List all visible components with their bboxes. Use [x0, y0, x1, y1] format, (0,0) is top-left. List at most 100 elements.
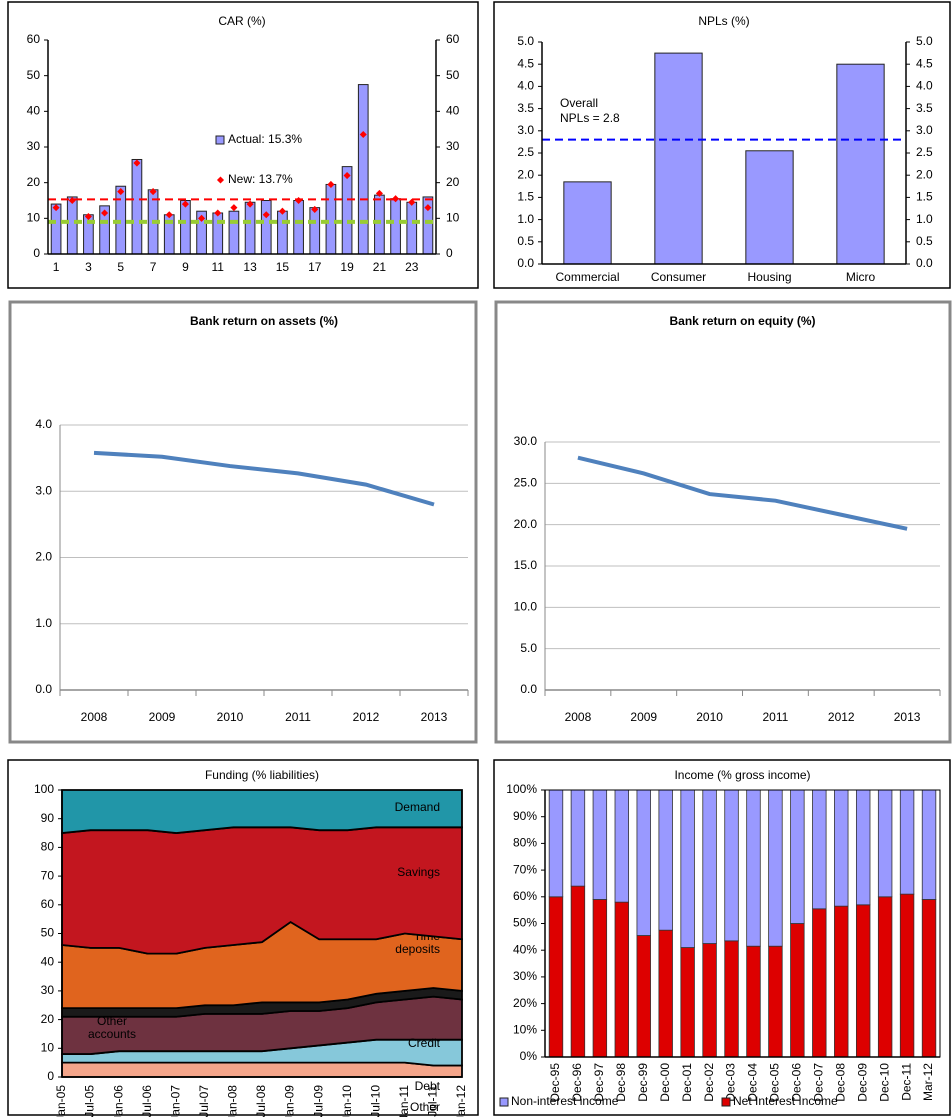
marker: [343, 171, 351, 180]
bar: [131, 158, 143, 255]
bar-segment: [614, 789, 630, 903]
x-tick-label: 1: [53, 260, 60, 274]
legend-swatch: [499, 1097, 509, 1107]
bar: [357, 84, 369, 255]
x-tick-label: Jul-09: [311, 1085, 325, 1117]
x-tick-label: Micro: [846, 270, 876, 284]
bar-segment: [592, 899, 608, 1058]
x-tick-label: Mar-12: [921, 1063, 935, 1101]
y-tick-label: 2.5: [517, 145, 534, 159]
bar-segment: [724, 789, 739, 942]
bar-segment: [899, 789, 915, 895]
x-tick-label: Commercial: [555, 270, 619, 284]
x-tick-label: 2008: [81, 710, 108, 724]
plot-border: [544, 789, 941, 1058]
area-label: Other accounts: [88, 1014, 136, 1041]
x-tick-label: 2013: [421, 710, 448, 724]
bar: [277, 210, 288, 255]
bar-segment: [921, 789, 937, 900]
chart-title: Income (% gross income): [674, 768, 810, 782]
marker: [133, 159, 141, 167]
y-tick-label: 0.0: [517, 256, 534, 270]
chart-title: Bank return on assets (%): [190, 314, 338, 328]
y-tick-label: 15.0: [514, 558, 538, 572]
marker: [117, 188, 125, 196]
bar-segment: [768, 789, 783, 947]
y-tick-label: 10%: [513, 1022, 537, 1036]
bar-segment: [877, 789, 893, 898]
bar-segment: [636, 935, 651, 1058]
y-tick-label: 60%: [513, 889, 537, 903]
marker: [230, 204, 238, 212]
x-tick-label: 9: [182, 260, 189, 274]
marker: [327, 180, 335, 188]
y-tick-label: 3.5: [517, 101, 534, 115]
x-tick-label: Jan-10: [340, 1085, 354, 1117]
bar-segment: [899, 893, 915, 1058]
y2-tick-label: 40: [446, 104, 460, 118]
y-tick-label: 2.0: [517, 167, 534, 181]
bar-segment: [658, 929, 673, 1058]
x-tick-label: Dec-08: [833, 1063, 847, 1102]
y-tick-label: 30%: [513, 969, 537, 983]
x-tick-label: Jan-09: [283, 1085, 297, 1117]
bar-segment: [834, 905, 849, 1058]
y2-tick-label: 1.5: [916, 190, 933, 204]
y2-tick-label: 2.5: [916, 145, 933, 159]
bar: [66, 196, 78, 255]
bar: [228, 210, 240, 255]
y-tick-label: 1.0: [517, 212, 534, 226]
marker: [101, 209, 109, 217]
x-tick-label: Jul-11: [426, 1085, 440, 1117]
x-tick-label: Jan-07: [168, 1085, 182, 1117]
y-tick-label: 4.0: [517, 79, 534, 93]
y-tick-label: 40: [27, 104, 41, 118]
bar: [374, 194, 385, 255]
bar: [180, 200, 191, 255]
plot-border: [61, 789, 463, 1078]
y-tick-label: 90: [41, 811, 55, 825]
bar-segment: [790, 789, 805, 924]
y-tick-label: 60: [41, 897, 55, 911]
x-tick-label: 21: [373, 260, 387, 274]
y-tick-label: 50: [27, 68, 41, 82]
y-tick-label: 60: [27, 32, 41, 46]
y-tick-label: 70%: [513, 862, 537, 876]
marker: [165, 211, 173, 219]
chart-title: Bank return on equity (%): [669, 314, 815, 328]
y-tick-label: 0%: [520, 1049, 538, 1063]
legend-swatch: [721, 1097, 731, 1107]
x-tick-label: Dec-95: [548, 1063, 562, 1102]
y2-tick-label: 20: [446, 175, 460, 189]
marker: [262, 211, 270, 219]
bar-segment: [855, 789, 871, 906]
x-tick-label: Dec-96: [570, 1063, 584, 1102]
marker: [424, 204, 432, 212]
y2-tick-label: 60: [446, 32, 460, 46]
x-tick-label: 2012: [828, 710, 855, 724]
y-tick-label: 40%: [513, 942, 537, 956]
x-tick-label: 15: [276, 260, 290, 274]
x-tick-label: Dec-09: [855, 1063, 869, 1102]
x-tick-label: Jul-05: [83, 1085, 97, 1117]
marker: [392, 195, 400, 203]
bar-segment: [877, 896, 893, 1058]
y-tick-label: 5.0: [517, 34, 534, 48]
bar: [212, 212, 224, 255]
bar: [836, 63, 885, 265]
bar-segment: [680, 789, 695, 948]
x-tick-label: 2011: [285, 710, 311, 724]
y-tick-label: 2.0: [35, 550, 52, 564]
y2-tick-label: 50: [446, 68, 460, 82]
bar-segment: [855, 904, 871, 1058]
y-tick-label: 70: [41, 868, 55, 882]
panel-frame: [494, 300, 952, 744]
y2-tick-label: 30: [446, 139, 460, 153]
x-tick-label: Dec-02: [702, 1063, 716, 1102]
bar-segment: [768, 945, 783, 1058]
y-tick-label: 4.0: [35, 417, 52, 431]
x-tick-label: Jul-06: [140, 1085, 154, 1117]
marker: [311, 205, 319, 213]
bar: [563, 181, 612, 265]
x-tick-label: Jul-08: [254, 1085, 268, 1117]
